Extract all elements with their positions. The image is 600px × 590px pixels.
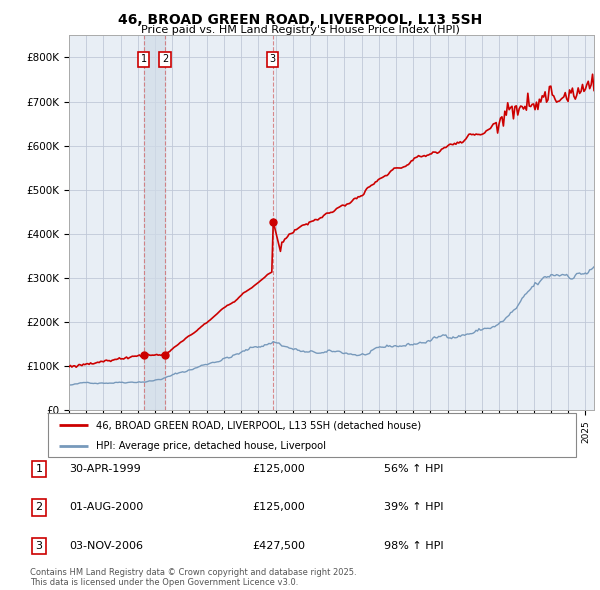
- Text: 30-APR-1999: 30-APR-1999: [69, 464, 141, 474]
- Text: 1: 1: [35, 464, 43, 474]
- Text: £125,000: £125,000: [252, 464, 305, 474]
- Text: 03-NOV-2006: 03-NOV-2006: [69, 541, 143, 550]
- Text: 01-AUG-2000: 01-AUG-2000: [69, 503, 143, 512]
- FancyBboxPatch shape: [48, 413, 576, 457]
- Bar: [143, 35, 165, 410]
- Text: 3: 3: [269, 54, 275, 64]
- Text: 98% ↑ HPI: 98% ↑ HPI: [384, 541, 443, 550]
- Text: 2: 2: [162, 54, 168, 64]
- Text: 46, BROAD GREEN ROAD, LIVERPOOL, L13 5SH (detached house): 46, BROAD GREEN ROAD, LIVERPOOL, L13 5SH…: [95, 421, 421, 430]
- Text: Contains HM Land Registry data © Crown copyright and database right 2025.
This d: Contains HM Land Registry data © Crown c…: [30, 568, 356, 587]
- Text: 39% ↑ HPI: 39% ↑ HPI: [384, 503, 443, 512]
- Text: £125,000: £125,000: [252, 503, 305, 512]
- Text: HPI: Average price, detached house, Liverpool: HPI: Average price, detached house, Live…: [95, 441, 326, 451]
- Text: Price paid vs. HM Land Registry's House Price Index (HPI): Price paid vs. HM Land Registry's House …: [140, 25, 460, 35]
- Text: 56% ↑ HPI: 56% ↑ HPI: [384, 464, 443, 474]
- Text: 3: 3: [35, 541, 43, 550]
- Text: 2: 2: [35, 503, 43, 512]
- Text: 46, BROAD GREEN ROAD, LIVERPOOL, L13 5SH: 46, BROAD GREEN ROAD, LIVERPOOL, L13 5SH: [118, 13, 482, 27]
- Text: £427,500: £427,500: [252, 541, 305, 550]
- Text: 1: 1: [140, 54, 146, 64]
